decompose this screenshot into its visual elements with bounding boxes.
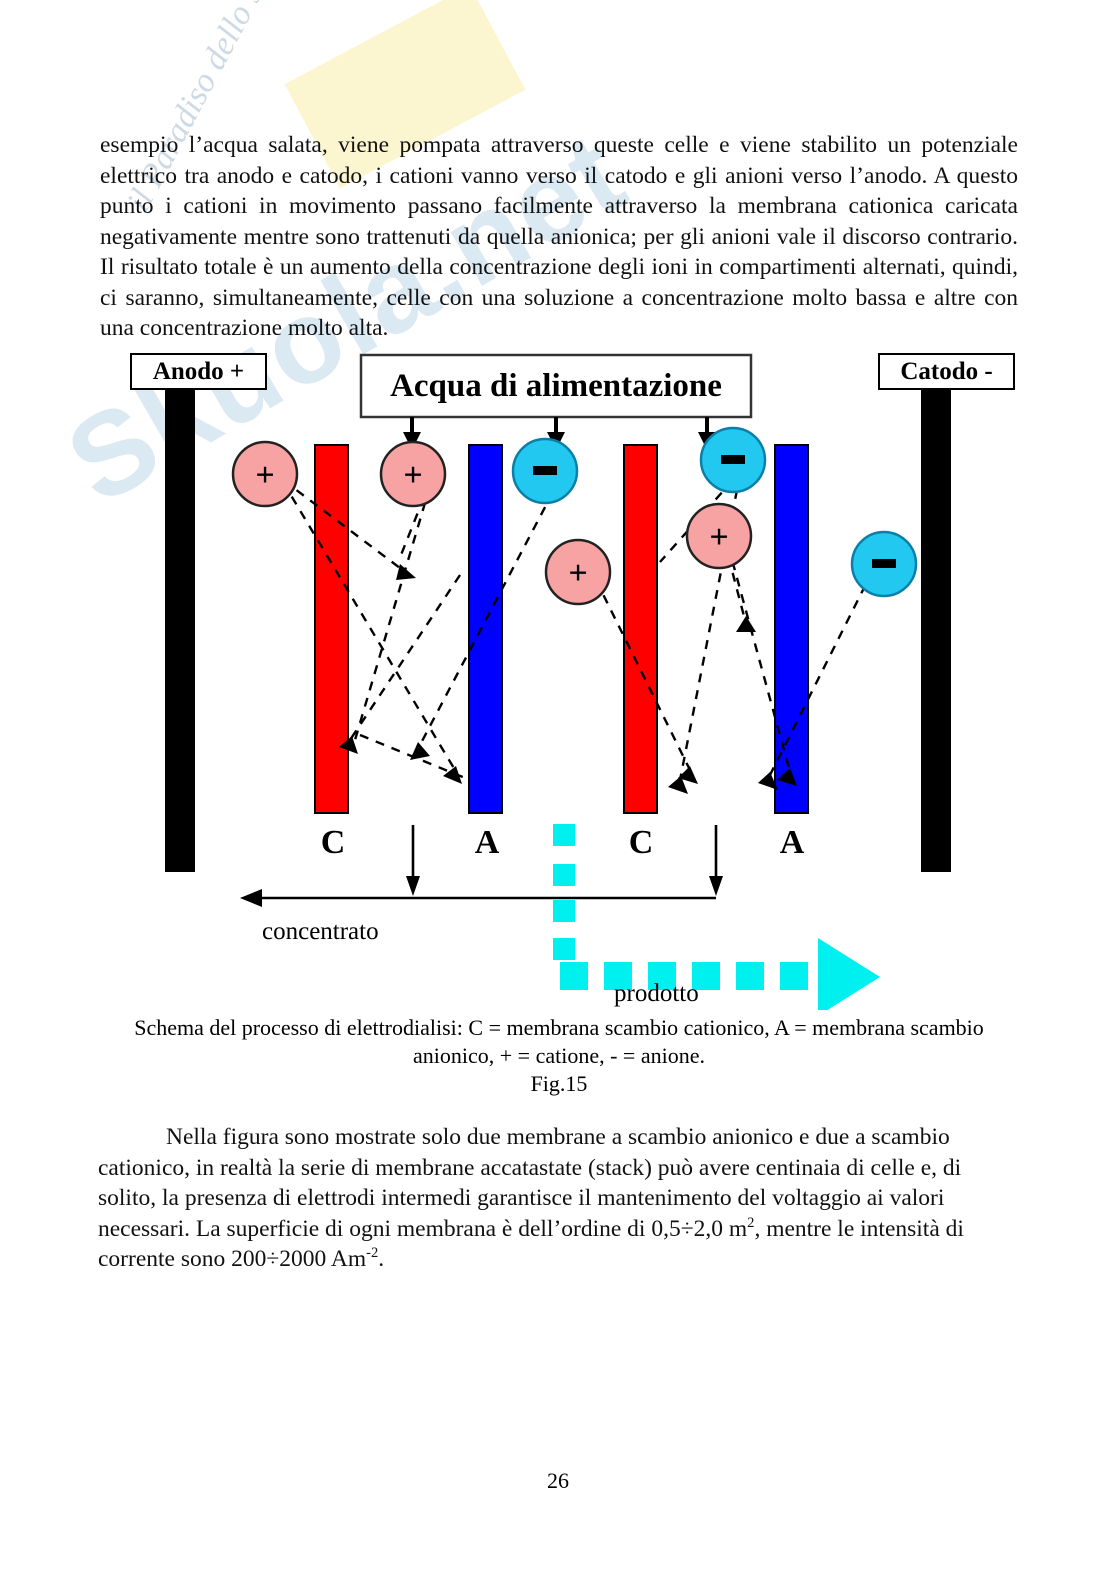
paragraph-bottom-part3: . [378, 1246, 385, 1272]
product-flow-squares [553, 824, 808, 990]
product-arrow-head [818, 938, 880, 1010]
svg-text:+: + [709, 519, 728, 556]
svg-text:+: + [403, 457, 422, 494]
cathode-electrode [921, 385, 951, 872]
paragraph-bottom-sup2: -2 [366, 1245, 379, 1262]
concentrate-label: concentrato [262, 918, 379, 945]
product-label: prodotto [614, 980, 699, 1007]
ion-anion-3 [850, 530, 918, 598]
figure-caption: Schema del processo di elettrodialisi: C… [100, 1014, 1018, 1098]
ion-anion-2 [699, 426, 767, 494]
feed-water-box [359, 353, 753, 419]
paragraph-top: esempio l’acqua salata, viene pompata at… [100, 132, 1018, 341]
caption-line-3: Fig.15 [530, 1071, 588, 1096]
anode-label-box: Anodo + [130, 353, 267, 390]
ion-trajectory-heads [339, 564, 797, 794]
membrane-label-c1: C [321, 824, 346, 861]
ion-anion-1 [511, 437, 579, 505]
ion-cation-1: + [231, 440, 299, 508]
concentrate-drop-line-right [709, 825, 723, 896]
paragraph-bottom-part2: , mentre le intensità di corrente sono 2… [98, 1215, 964, 1273]
page-number: 26 [547, 1468, 569, 1493]
membrane-a2 [774, 444, 809, 814]
membrane-label-a2: A [780, 824, 805, 861]
ion-cation-3: + [544, 538, 612, 606]
paragraph-bottom: Nella figura sono mostrate solo due memb… [98, 1122, 1023, 1275]
paragraph-bottom-part1: Nella figura sono mostrate solo due memb… [98, 1124, 962, 1242]
anode-label: Anodo + [152, 357, 245, 385]
caption-line-2: anionico, + = catione, - = anione. [413, 1043, 705, 1068]
membrane-label-a1: A [475, 824, 500, 861]
anode-electrode [165, 385, 195, 872]
svg-text:+: + [255, 457, 274, 494]
concentrate-drop-line-left [406, 825, 420, 896]
membrane-c1 [314, 444, 349, 814]
feed-water-label: Acqua di alimentazione [390, 367, 722, 404]
membrane-c2 [623, 444, 658, 814]
ion-cation-4: + [685, 502, 753, 570]
ion-trajectories-cross [281, 481, 792, 781]
membrane-a1 [468, 444, 503, 814]
figure-electrodialysis-diagram: + + + [0, 340, 1116, 1010]
caption-line-1: Schema del processo di elettrodialisi: C… [134, 1015, 984, 1040]
paragraph-bottom-sup1: 2 [747, 1214, 755, 1231]
cathode-label: Catodo - [900, 357, 993, 385]
cathode-label-box: Catodo - [878, 353, 1015, 390]
concentrate-arrow [240, 889, 716, 907]
feed-water-label-wrap: Acqua di alimentazione [361, 355, 751, 417]
ion-cation-2: + [379, 440, 447, 508]
membrane-label-c2: C [629, 824, 654, 861]
svg-text:+: + [568, 555, 587, 592]
